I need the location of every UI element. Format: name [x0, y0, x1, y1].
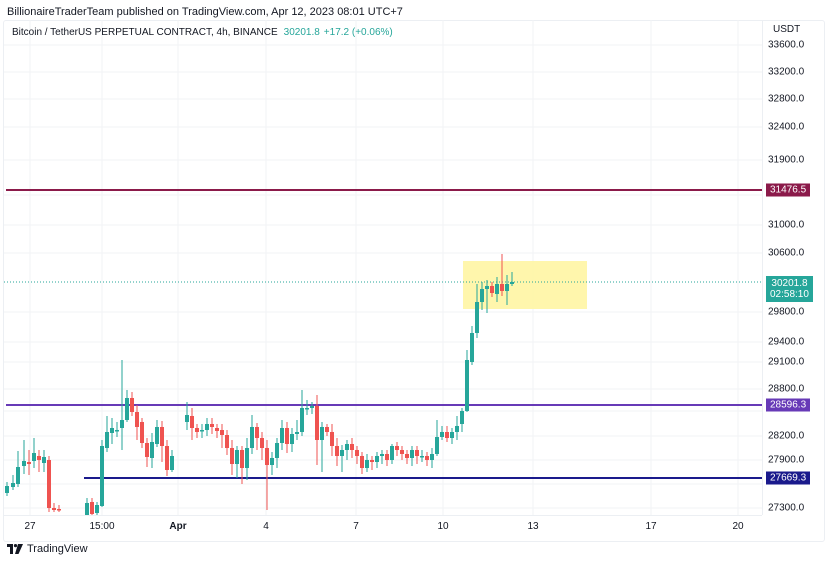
- time-tick: 10: [437, 521, 449, 532]
- tradingview-brand[interactable]: TradingView: [7, 543, 88, 555]
- time-tick: 20: [732, 521, 744, 532]
- candles: [5, 254, 514, 515]
- price-tick: 33600.0: [768, 39, 805, 51]
- price-tick: 30600.0: [768, 247, 805, 259]
- time-tick: 15:00: [89, 521, 115, 532]
- time-axis[interactable]: [4, 515, 762, 542]
- symbol-description: Bitcoin / TetherUS PERPETUAL CONTRACT, 4…: [12, 27, 278, 38]
- current-price-badge: 30201.8 02:58:10: [766, 276, 813, 302]
- price-tick: 32800.0: [768, 93, 805, 105]
- level-27669-badge: 27669.3: [766, 471, 811, 485]
- chart-frame: [3, 20, 825, 542]
- time-tick: 17: [645, 521, 657, 532]
- time-tick: 4: [263, 521, 269, 532]
- price-tick: 29100.0: [768, 356, 805, 368]
- price-tick: 29800.0: [768, 306, 805, 318]
- bar-countdown: 02:58:10: [770, 289, 809, 300]
- publisher-line: BillionaireTraderTeam published on Tradi…: [7, 6, 403, 18]
- price-tick: 32400.0: [768, 121, 805, 133]
- level-28596-badge: 28596.3: [766, 398, 811, 412]
- price-tick: 31000.0: [768, 219, 805, 231]
- time-tick: 7: [353, 521, 359, 532]
- price-tick: 33200.0: [768, 66, 805, 78]
- price-tick: 28200.0: [768, 430, 805, 442]
- price-axis[interactable]: [762, 20, 825, 515]
- time-tick: 27: [24, 521, 36, 532]
- price-tick: 27300.0: [768, 502, 805, 514]
- time-tick: 13: [527, 521, 539, 532]
- grid-lines: [4, 20, 762, 515]
- candlestick-chart: [4, 20, 762, 515]
- price-tick: 27900.0: [768, 454, 805, 466]
- brand-name: TradingView: [27, 543, 88, 555]
- tradingview-logo-icon: [7, 544, 23, 554]
- level-31476-badge: 31476.5: [766, 183, 811, 197]
- price-change: +17.2 (+0.06%): [323, 27, 393, 38]
- chart-plot-area[interactable]: [4, 20, 762, 515]
- last-price: 30201.8: [283, 27, 320, 38]
- time-tick-month: Apr: [169, 521, 187, 532]
- price-tick: 31900.0: [768, 154, 805, 166]
- symbol-legend[interactable]: Bitcoin / TetherUS PERPETUAL CONTRACT, 4…: [12, 27, 393, 38]
- price-axis-unit: USDT: [773, 24, 801, 35]
- price-tick: 29400.0: [768, 336, 805, 348]
- price-tick: 28800.0: [768, 383, 805, 395]
- current-price-value: 30201.8: [771, 278, 808, 289]
